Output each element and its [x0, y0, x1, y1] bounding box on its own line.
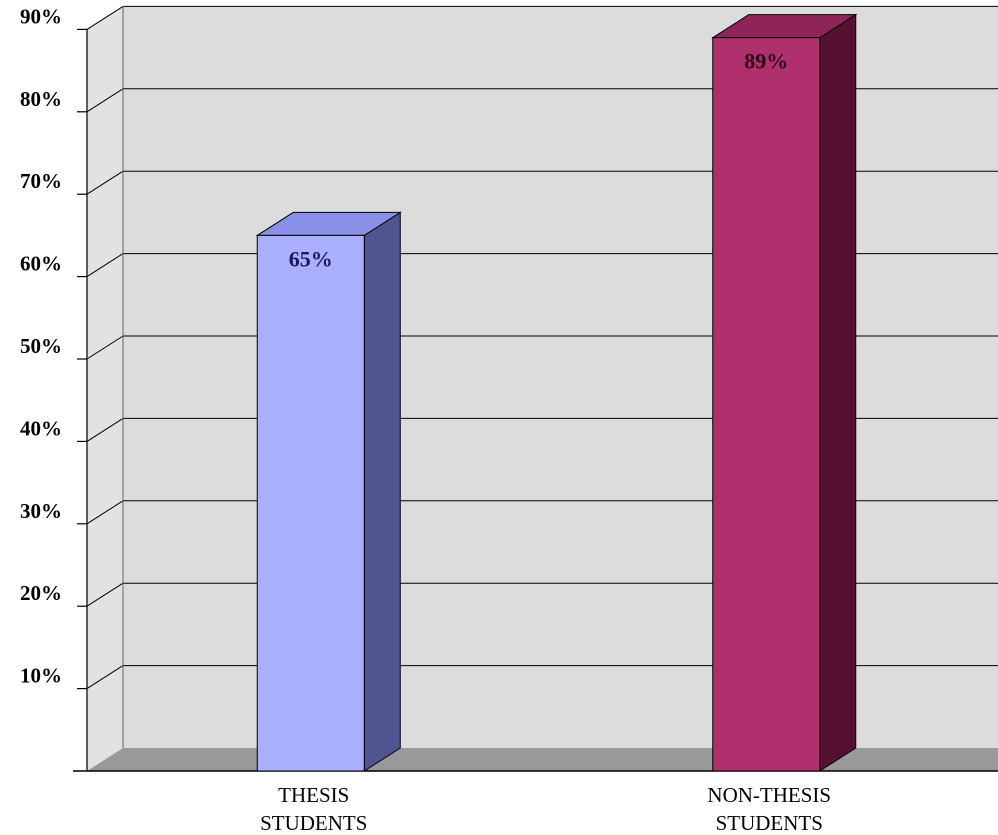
y-tick-label: 10% [20, 664, 62, 688]
gridline-diagonal [86, 417, 124, 442]
bars: 65% 89% [255, 13, 858, 772]
gridline-diagonal [86, 253, 124, 278]
y-tick-label: 40% [20, 416, 62, 440]
y-tick-label: 80% [20, 87, 62, 111]
category-label: STUDENTS [260, 811, 367, 835]
category-label: STUDENTS [716, 811, 823, 835]
gridline-diagonal [86, 5, 124, 30]
category-labels: THESIS STUDENTS NON-THESIS STUDENTS [260, 783, 831, 835]
data-label: 89% [744, 49, 788, 74]
bar [256, 234, 365, 772]
category-label: THESIS [278, 783, 349, 807]
gridline-diagonal [86, 170, 124, 195]
y-tick-label: 50% [20, 334, 62, 358]
bar-side [363, 211, 401, 772]
gridline-diagonal [86, 582, 124, 607]
gridline-diagonal [86, 88, 124, 113]
y-tick-label: 90% [20, 4, 62, 28]
gridline-diagonal [86, 335, 124, 360]
chart-side-wall [87, 6, 123, 771]
y-tick-label: 60% [20, 252, 62, 276]
chart-back-wall [123, 6, 998, 748]
category-label: NON-THESIS [707, 783, 831, 807]
y-tick-label: 30% [20, 499, 62, 523]
bar [712, 37, 821, 772]
gridline-diagonal [86, 500, 124, 525]
y-ticks: 10% 20% 30% 40% 50% 60% 70% 80% 90% [20, 4, 87, 690]
y-tick-label: 20% [20, 581, 62, 605]
y-tick-label: 70% [20, 169, 62, 193]
data-label: 65% [289, 246, 333, 271]
chart-floor [87, 748, 998, 771]
bar-side [819, 13, 857, 772]
gridline-diagonal [86, 665, 124, 690]
